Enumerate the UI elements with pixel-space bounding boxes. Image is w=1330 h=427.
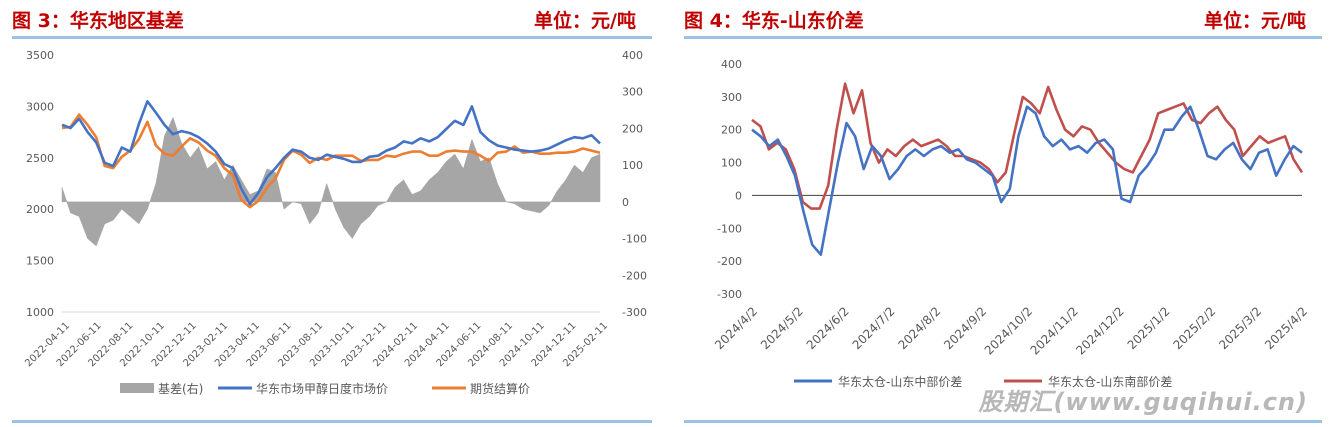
y-axis-tick-label: 0: [735, 189, 742, 202]
footer-divider: [684, 420, 1322, 423]
chart-panel-spread: 图 4：华东-山东价差 单位：元/吨 -300 -200 -100 0 100 200 30…: [672, 0, 1330, 427]
y-axis-tick-label: 1500: [26, 255, 54, 268]
x-axis-tick-label: 2024/6/2: [804, 304, 852, 352]
y-axis-tick-label: -100: [717, 222, 742, 235]
x-axis-tick-label: 2025/1/2: [1125, 304, 1173, 352]
legend-label: 华东太仓-山东南部价差: [1048, 374, 1172, 389]
y2-axis-tick-label: -300: [622, 306, 647, 319]
x-axis-tick-label: 2025/3/2: [1216, 304, 1264, 352]
y-axis-tick-label: 3000: [26, 100, 54, 113]
chart-header: 图 4：华东-山东价差 单位：元/吨: [684, 6, 1318, 32]
y-axis-tick-label: 100: [721, 157, 742, 170]
y2-axis-tick-label: 100: [622, 159, 643, 172]
watermark: 股期汇(www.guqihui.cn): [978, 388, 1308, 416]
y-axis-tick-label: -300: [717, 288, 742, 301]
x-axis-tick-label: 2024/5/2: [758, 304, 806, 352]
y-axis-tick-label: 2000: [26, 203, 54, 216]
basis-area-series: [61, 116, 601, 247]
header-divider: [684, 36, 1322, 39]
y-axis-tick-label: 3500: [26, 49, 54, 62]
y-axis-tick-label: 2500: [26, 152, 54, 165]
chart-unit: 单位：元/吨: [534, 10, 636, 32]
spread-chart-svg: -300 -200 -100 0 100 200 300 400 2024/4/22024/5/…: [712, 58, 1310, 389]
y-axis-tick-label: 1000: [26, 306, 54, 319]
spot-price-line: [61, 99, 601, 206]
chart-title: 图 4：华东-山东价差: [684, 10, 864, 32]
y-axis-tick-label: 400: [721, 58, 742, 71]
y2-axis-tick-label: 300: [622, 86, 643, 99]
y2-axis-tick-label: -100: [622, 233, 647, 246]
chart-header: 图 3：华东地区基差 单位：元/吨: [12, 6, 648, 32]
y-axis-tick-label: 200: [721, 124, 742, 137]
y2-axis-tick-label: 400: [622, 49, 643, 62]
y-axis-tick-label: -200: [717, 255, 742, 268]
x-axis-tick-label: 2024/8/2: [895, 304, 943, 352]
basis-chart-svg: 1000 1500 2000 2500 3000 3500 -300 -200 -100 0 100…: [23, 49, 647, 396]
x-axis-tick-label: 2024/9/2: [941, 304, 989, 352]
x-axis-tick-label: 2025/4/2: [1262, 304, 1310, 352]
legend-swatch: [120, 383, 154, 393]
legend-label: 华东市场甲醇日度市场价: [256, 381, 388, 396]
y-axis-tick-label: 300: [721, 91, 742, 104]
header-divider: [12, 36, 652, 39]
y2-axis-tick-label: -200: [622, 269, 647, 282]
chart-unit: 单位：元/吨: [1204, 10, 1306, 32]
legend-label: 期货结算价: [470, 381, 530, 396]
chart-title: 图 3：华东地区基差: [12, 10, 184, 32]
x-axis-tick-label: 2024/10/2: [982, 304, 1035, 357]
x-axis-tick-label: 2024/4/2: [712, 304, 760, 352]
legend-label: 基差(右): [158, 381, 203, 396]
south-spread-line: [751, 82, 1304, 210]
x-axis-tick-label: 2024/11/2: [1028, 304, 1081, 357]
chart-panel-basis: 图 3：华东地区基差 单位：元/吨 1000 1500 2000 2500 3000 35…: [0, 0, 660, 427]
legend-label: 华东太仓-山东中部价差: [838, 374, 962, 389]
y2-axis-tick-label: 0: [622, 196, 629, 209]
x-axis-tick-label: 2024/7/2: [850, 304, 898, 352]
x-axis-tick-label: 2024/12/2: [1073, 304, 1126, 357]
footer-divider: [12, 420, 652, 423]
futures-price-line: [61, 113, 601, 209]
central-spread-line: [751, 105, 1303, 256]
x-axis-tick-label: 2025/2/2: [1170, 304, 1218, 352]
y2-axis-tick-label: 200: [622, 122, 643, 135]
